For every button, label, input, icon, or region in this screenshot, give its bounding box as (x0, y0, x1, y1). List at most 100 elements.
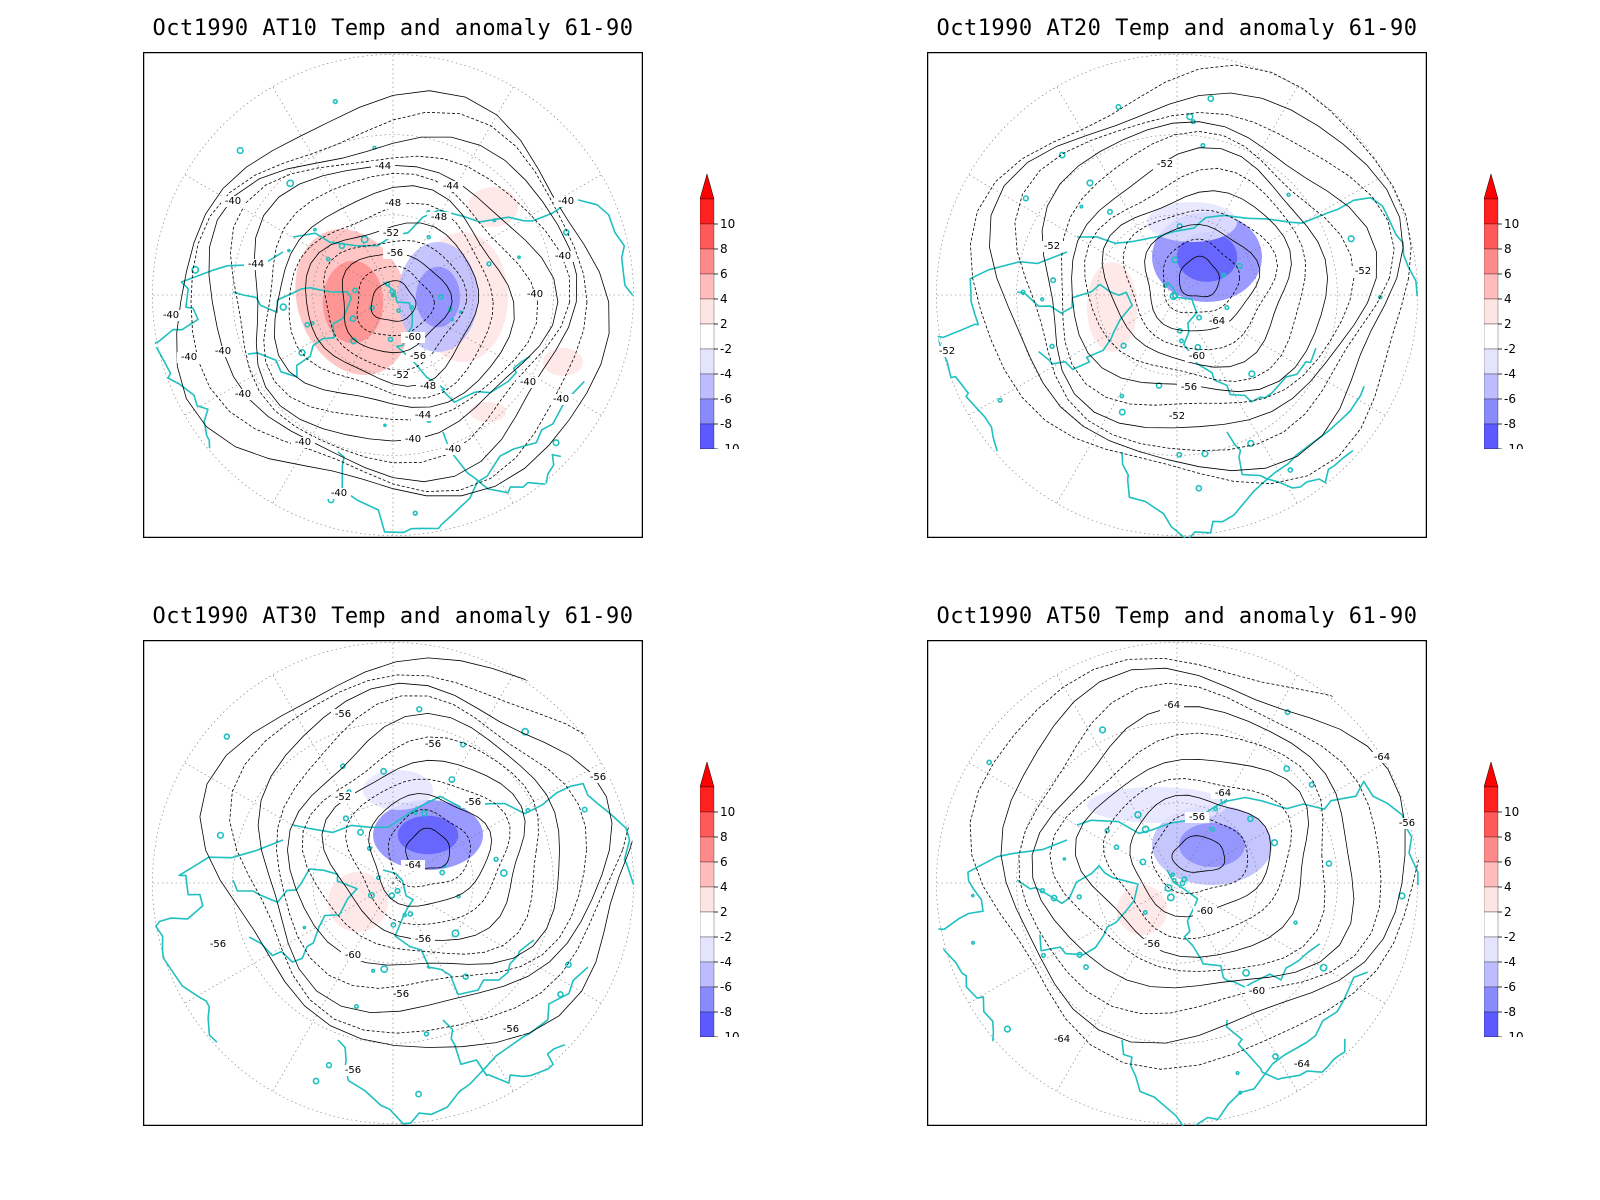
colorbar-tick-label: -10 (1504, 442, 1524, 449)
contour-label-bg (231, 389, 255, 400)
island (493, 856, 499, 862)
contour-label: -56 (1189, 812, 1205, 823)
island (1287, 467, 1294, 473)
colorbar-tick-label: -8 (720, 1005, 732, 1019)
contour-line (1018, 682, 1382, 1015)
colorbar-tick-label: 4 (1504, 880, 1512, 894)
colorbar-tick-label: 8 (720, 830, 728, 844)
colorbar-swatch (700, 198, 715, 225)
colorbar-swatch (700, 836, 715, 863)
coastline (1225, 1019, 1346, 1081)
island (332, 98, 338, 105)
island (1224, 305, 1230, 311)
latitude-circle (1096, 214, 1258, 376)
contour-line (229, 674, 631, 1034)
coastline (382, 281, 531, 404)
colorbar-tick-label: -10 (720, 442, 740, 449)
anomaly-region (543, 348, 583, 376)
colorbar-swatch (1484, 323, 1499, 350)
contour-label: -40 (555, 251, 571, 262)
island (521, 727, 530, 736)
contour-line (305, 222, 479, 387)
contour-label-bg (554, 196, 578, 207)
contour-label-bg (441, 444, 465, 455)
polar-map: -64 -64 -64 -56 -56 -60 -56 -60 -64 -64 (927, 640, 1427, 1126)
island (1040, 297, 1045, 302)
island (367, 891, 375, 899)
colorbar-tick-label: 4 (720, 880, 728, 894)
contour-line (1178, 255, 1220, 298)
temperature-contours (969, 64, 1412, 485)
latitude-circle (1096, 802, 1258, 964)
colorbar-swatch (700, 1011, 715, 1037)
panel-at10: Oct1990 AT10 Temp and anomaly 61-90 -44-… (0, 0, 800, 600)
anomaly-region (1087, 262, 1137, 352)
island (216, 831, 225, 839)
island (1221, 272, 1227, 278)
island (997, 397, 1003, 403)
coastline (442, 1019, 566, 1084)
island (325, 256, 331, 262)
colorbar-tick-label: -4 (720, 367, 732, 381)
contour-line (405, 827, 451, 870)
contour-label: -40 (520, 377, 536, 388)
island (191, 265, 200, 274)
island (1134, 811, 1142, 819)
island (1236, 262, 1243, 270)
coastline (1076, 196, 1418, 297)
island (517, 255, 521, 260)
island (1270, 838, 1279, 847)
contour-label-bg (221, 196, 245, 207)
island (1079, 204, 1084, 209)
contour-label: -56 (345, 1065, 361, 1076)
island (279, 303, 288, 311)
anomaly-region (328, 872, 388, 932)
meridian-line (271, 84, 394, 296)
colorbar-swatch (1484, 1011, 1499, 1037)
contour-label: -44 (248, 259, 264, 270)
island (1176, 223, 1183, 230)
contour-label: -64 (1374, 752, 1390, 763)
contour-label: -56 (393, 989, 409, 1000)
contour-line (288, 202, 494, 399)
island (1213, 806, 1219, 812)
colorbar-tick-label: -6 (720, 980, 732, 994)
island (525, 807, 531, 813)
colorbar-tick-label: 10 (1504, 805, 1519, 819)
island (552, 439, 560, 447)
contour-label: -40 (558, 196, 574, 207)
contour-label: -64 (1164, 700, 1180, 711)
colorbar-swatch (700, 961, 715, 988)
contour-label: -40 (235, 389, 251, 400)
coastline (1226, 431, 1354, 489)
temperature-contours (199, 657, 636, 1048)
island (1235, 1070, 1240, 1076)
contour-line (263, 172, 539, 421)
contour-label-bg (1395, 818, 1419, 829)
panel-title: Oct1990 AT30 Temp and anomaly 61-90 (152, 604, 634, 629)
island (1166, 893, 1175, 902)
contour-label-bg (1211, 788, 1235, 799)
island (1319, 963, 1328, 972)
island (383, 423, 387, 428)
colorbar-tick-label: -4 (1504, 367, 1516, 381)
island (1283, 765, 1291, 773)
colorbar-top-arrow (1484, 762, 1499, 788)
meridian-line (1176, 672, 1299, 884)
contour-label: -64 (1054, 1034, 1070, 1045)
island (1118, 408, 1126, 416)
contour-label: -60 (1189, 351, 1205, 362)
island (286, 179, 295, 188)
coastline (1016, 283, 1133, 371)
colorbar-swatch (700, 423, 715, 449)
island (325, 1062, 333, 1069)
coastlines (150, 98, 634, 534)
contour-line (190, 111, 588, 493)
island (223, 733, 231, 740)
island (1248, 370, 1256, 378)
island (426, 234, 432, 240)
colorbar-tick-label: 8 (1504, 830, 1512, 844)
island (462, 973, 469, 980)
island (409, 305, 415, 310)
colorbar-tick-label: -8 (1504, 1005, 1516, 1019)
